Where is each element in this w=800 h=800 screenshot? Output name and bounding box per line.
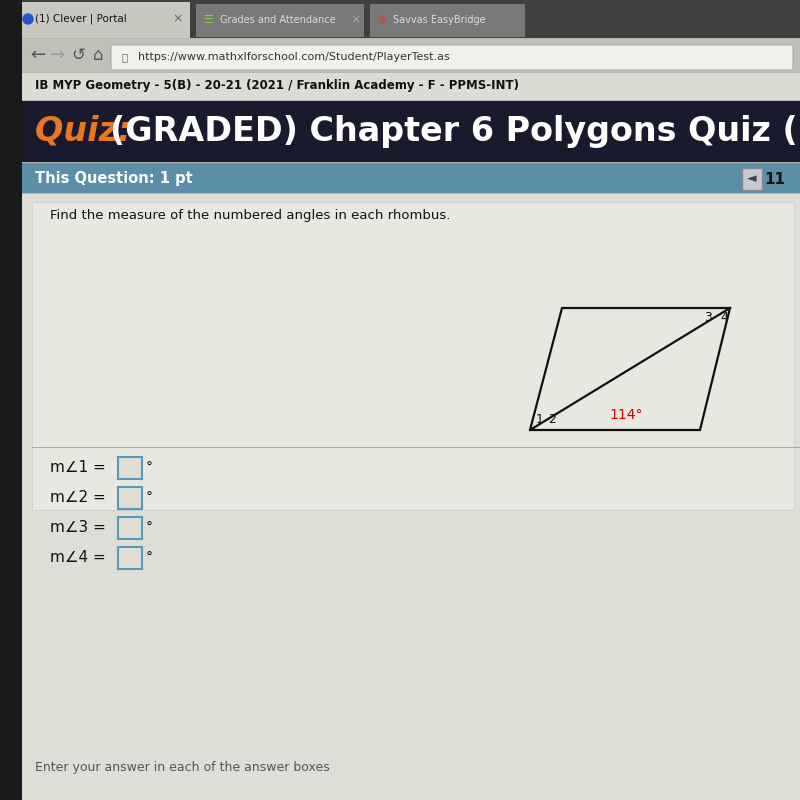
Text: °: ° [146,551,153,565]
Text: IB MYP Geometry - 5(B) - 20-21 (2021 / Franklin Academy - F - PPMS-INT): IB MYP Geometry - 5(B) - 20-21 (2021 / F… [35,79,519,93]
FancyBboxPatch shape [0,0,22,800]
Text: Savvas EasyBridge: Savvas EasyBridge [393,15,486,25]
Text: Find the measure of the numbered angles in each rhombus.: Find the measure of the numbered angles … [50,209,450,222]
Text: This Question: 1 pt: This Question: 1 pt [35,170,193,186]
FancyBboxPatch shape [22,39,800,72]
FancyBboxPatch shape [22,0,800,38]
FancyBboxPatch shape [22,2,190,38]
Text: 🔒: 🔒 [122,52,128,62]
Text: Quiz:: Quiz: [35,114,143,147]
Text: (GRADED) Chapter 6 Polygons Quiz (: (GRADED) Chapter 6 Polygons Quiz ( [110,114,798,147]
FancyBboxPatch shape [118,487,142,509]
Text: 4: 4 [720,311,728,324]
Text: 3: 3 [704,311,712,324]
Text: m∠2 =: m∠2 = [50,490,110,506]
FancyBboxPatch shape [32,202,794,510]
Text: °: ° [146,521,153,535]
Text: ←: ← [30,46,46,64]
FancyBboxPatch shape [196,4,364,37]
Text: ↺: ↺ [71,46,85,64]
Text: °: ° [146,491,153,505]
FancyBboxPatch shape [22,73,800,100]
Text: ×: × [173,13,183,26]
Text: m∠4 =: m∠4 = [50,550,110,566]
FancyBboxPatch shape [22,194,800,800]
FancyBboxPatch shape [22,101,800,162]
FancyBboxPatch shape [118,457,142,479]
Text: m∠1 =: m∠1 = [50,461,110,475]
Text: Enter your answer in each of the answer boxes: Enter your answer in each of the answer … [35,762,330,774]
Text: 11: 11 [765,171,786,186]
FancyBboxPatch shape [111,45,793,70]
FancyBboxPatch shape [742,168,762,190]
Text: 2: 2 [548,413,556,426]
Text: ×: × [350,14,362,26]
FancyBboxPatch shape [370,4,525,37]
Text: S: S [378,15,386,25]
Text: C: C [26,16,30,22]
Text: ☰: ☰ [203,15,213,25]
Text: ⌂: ⌂ [93,46,103,64]
Text: (1) Clever | Portal: (1) Clever | Portal [35,14,126,24]
Text: Grades and Attendance: Grades and Attendance [220,15,336,25]
FancyBboxPatch shape [22,163,800,193]
Text: →: → [50,46,66,64]
Text: °: ° [146,461,153,475]
FancyBboxPatch shape [118,517,142,539]
Text: https://www.mathxlforschool.com/Student/PlayerTest.as: https://www.mathxlforschool.com/Student/… [138,52,450,62]
Circle shape [23,14,33,24]
Text: ◄: ◄ [747,173,757,186]
Text: 114°: 114° [610,408,642,422]
Text: 1: 1 [536,413,544,426]
FancyBboxPatch shape [118,547,142,569]
Text: m∠3 =: m∠3 = [50,521,110,535]
